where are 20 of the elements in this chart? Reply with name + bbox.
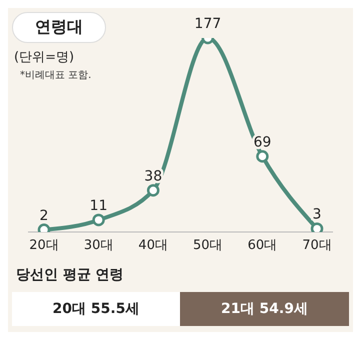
x-tick-label: 20대: [29, 238, 59, 254]
point: [146, 184, 160, 197]
annotation: *비례대표 포함.: [20, 69, 92, 82]
x-tick-label: 60대: [248, 238, 278, 254]
data-label: 3: [312, 206, 322, 223]
text: 당선인 평균 연령: [16, 266, 124, 284]
point: [92, 214, 105, 226]
data-label: 11: [90, 198, 108, 214]
chart-title: 연령대: [12, 12, 106, 43]
text: 20대 55.5세: [12, 292, 180, 326]
data-label: 2: [40, 208, 48, 224]
x-tick-label: 70대: [302, 238, 332, 254]
text: 21대 54.9세: [180, 292, 349, 326]
point: [256, 150, 269, 163]
text: (단위=명): [14, 49, 74, 66]
x-tick-label: 30대: [84, 238, 114, 254]
point: [310, 222, 324, 232]
x-tick-label: 50대: [193, 238, 223, 254]
data-label: 177: [194, 16, 222, 32]
x-tick-label: 40대: [138, 238, 168, 254]
